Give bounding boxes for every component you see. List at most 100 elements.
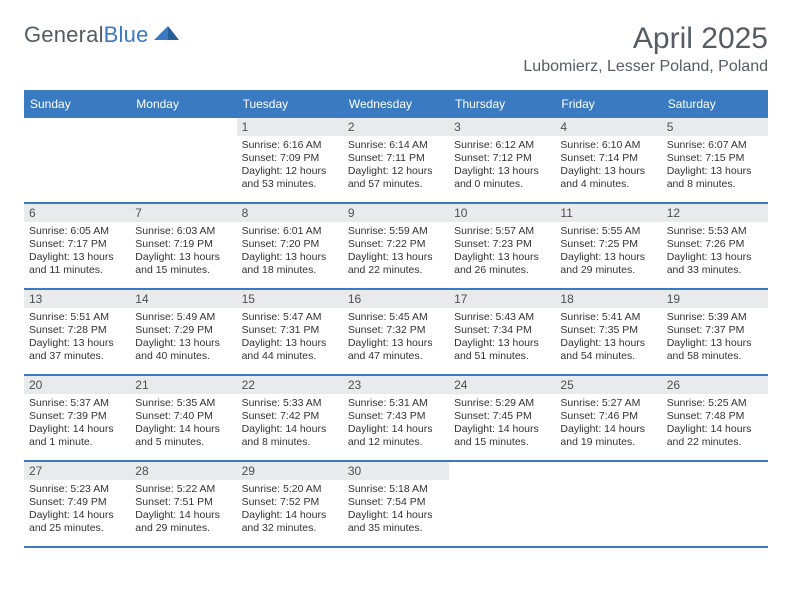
day-sunrise: Sunrise: 5:39 AM [667, 311, 763, 324]
day-day_b: and 15 minutes. [135, 264, 231, 277]
title-block: April 2025 Lubomierz, Lesser Poland, Pol… [523, 22, 768, 76]
day-day_b: and 32 minutes. [242, 522, 338, 535]
day-day_b: and 12 minutes. [348, 436, 444, 449]
day-day_b: and 44 minutes. [242, 350, 338, 363]
logo-text: GeneralBlue [24, 22, 149, 48]
day-cell [24, 118, 130, 202]
day-sunset: Sunset: 7:12 PM [454, 152, 550, 165]
day-day_b: and 35 minutes. [348, 522, 444, 535]
day-cell [130, 118, 236, 202]
day-day_a: Daylight: 14 hours [242, 509, 338, 522]
day-sunset: Sunset: 7:23 PM [454, 238, 550, 251]
month-title: April 2025 [523, 22, 768, 56]
day-day_a: Daylight: 13 hours [454, 337, 550, 350]
day-cell: 16Sunrise: 5:45 AMSunset: 7:32 PMDayligh… [343, 290, 449, 374]
day-sunset: Sunset: 7:28 PM [29, 324, 125, 337]
day-day_a: Daylight: 13 hours [454, 165, 550, 178]
day-sunrise: Sunrise: 5:47 AM [242, 311, 338, 324]
weeks-container: 1Sunrise: 6:16 AMSunset: 7:09 PMDaylight… [24, 116, 768, 546]
calendar: SundayMondayTuesdayWednesdayThursdayFrid… [24, 90, 768, 548]
day-day_a: Daylight: 13 hours [348, 251, 444, 264]
day-number: 5 [662, 118, 768, 136]
day-number: 1 [237, 118, 343, 136]
dow-row: SundayMondayTuesdayWednesdayThursdayFrid… [24, 92, 768, 116]
day-cell: 2Sunrise: 6:14 AMSunset: 7:11 PMDaylight… [343, 118, 449, 202]
day-cell: 5Sunrise: 6:07 AMSunset: 7:15 PMDaylight… [662, 118, 768, 202]
day-day_a: Daylight: 13 hours [29, 251, 125, 264]
day-day_b: and 54 minutes. [560, 350, 656, 363]
day-cell: 10 Sunrise: 5:57 AMSunset: 7:23 PMDayligh… [449, 204, 555, 288]
day-sunrise: Sunrise: 5:25 AM [667, 397, 763, 410]
day-sunrise: Sunrise: 5:57 AM [454, 225, 550, 238]
day-cell: 20Sunrise: 5:37 AMSunset: 7:39 PMDayligh… [24, 376, 130, 460]
day-day_b: and 18 minutes. [242, 264, 338, 277]
day-day_a: Daylight: 13 hours [348, 337, 444, 350]
day-number: 23 [343, 376, 449, 394]
day-sunrise: Sunrise: 6:14 AM [348, 139, 444, 152]
logo: GeneralBlue [24, 22, 180, 48]
day-number: 30 [343, 462, 449, 480]
day-cell: 15Sunrise: 5:47 AMSunset: 7:31 PMDayligh… [237, 290, 343, 374]
week-row: 1Sunrise: 6:16 AMSunset: 7:09 PMDaylight… [24, 116, 768, 202]
day-sunset: Sunset: 7:45 PM [454, 410, 550, 423]
day-sunset: Sunset: 7:19 PM [135, 238, 231, 251]
day-sunrise: Sunrise: 6:03 AM [135, 225, 231, 238]
day-cell: 18Sunrise: 5:41 AMSunset: 7:35 PMDayligh… [555, 290, 661, 374]
day-sunrise: Sunrise: 5:31 AM [348, 397, 444, 410]
day-sunset: Sunset: 7:52 PM [242, 496, 338, 509]
logo-word2: Blue [104, 22, 149, 47]
dow-label: Sunday [24, 92, 130, 116]
day-sunrise: Sunrise: 5:45 AM [348, 311, 444, 324]
day-sunset: Sunset: 7:11 PM [348, 152, 444, 165]
dow-label: Monday [130, 92, 236, 116]
day-cell: 14Sunrise: 5:49 AMSunset: 7:29 PMDayligh… [130, 290, 236, 374]
day-number: 10 [449, 204, 555, 222]
day-sunrise: Sunrise: 5:55 AM [560, 225, 656, 238]
day-sunset: Sunset: 7:34 PM [454, 324, 550, 337]
day-cell: 29Sunrise: 5:20 AMSunset: 7:52 PMDayligh… [237, 462, 343, 546]
day-day_a: Daylight: 12 hours [242, 165, 338, 178]
day-sunset: Sunset: 7:09 PM [242, 152, 338, 165]
day-sunset: Sunset: 7:37 PM [667, 324, 763, 337]
day-sunrise: Sunrise: 6:01 AM [242, 225, 338, 238]
calendar-footer-line [24, 546, 768, 548]
day-number: 18 [555, 290, 661, 308]
day-day_a: Daylight: 14 hours [454, 423, 550, 436]
day-day_a: Daylight: 13 hours [667, 337, 763, 350]
day-number: 20 [24, 376, 130, 394]
day-day_a: Daylight: 13 hours [560, 165, 656, 178]
day-sunset: Sunset: 7:32 PM [348, 324, 444, 337]
day-sunset: Sunset: 7:43 PM [348, 410, 444, 423]
day-day_b: and 58 minutes. [667, 350, 763, 363]
day-cell: 23Sunrise: 5:31 AMSunset: 7:43 PMDayligh… [343, 376, 449, 460]
day-cell: 27Sunrise: 5:23 AMSunset: 7:49 PMDayligh… [24, 462, 130, 546]
day-number: 21 [130, 376, 236, 394]
logo-mark-icon [154, 24, 180, 47]
day-sunset: Sunset: 7:22 PM [348, 238, 444, 251]
day-cell: 1Sunrise: 6:16 AMSunset: 7:09 PMDaylight… [237, 118, 343, 202]
dow-label: Saturday [662, 92, 768, 116]
day-cell [662, 462, 768, 546]
day-day_a: Daylight: 13 hours [29, 337, 125, 350]
day-day_a: Daylight: 13 hours [242, 251, 338, 264]
day-day_a: Daylight: 13 hours [135, 337, 231, 350]
day-day_a: Daylight: 14 hours [29, 509, 125, 522]
day-sunrise: Sunrise: 5:29 AM [454, 397, 550, 410]
day-day_a: Daylight: 13 hours [242, 337, 338, 350]
day-day_a: Daylight: 14 hours [667, 423, 763, 436]
day-cell [449, 462, 555, 546]
day-cell: 12Sunrise: 5:53 AMSunset: 7:26 PMDayligh… [662, 204, 768, 288]
day-number: 26 [662, 376, 768, 394]
day-day_b: and 53 minutes. [242, 178, 338, 191]
day-number: 19 [662, 290, 768, 308]
day-sunrise: Sunrise: 5:41 AM [560, 311, 656, 324]
week-row: 27Sunrise: 5:23 AMSunset: 7:49 PMDayligh… [24, 460, 768, 546]
day-day_a: Daylight: 13 hours [454, 251, 550, 264]
day-number: 4 [555, 118, 661, 136]
day-number: 7 [130, 204, 236, 222]
day-sunset: Sunset: 7:25 PM [560, 238, 656, 251]
day-cell: 30Sunrise: 5:18 AMSunset: 7:54 PMDayligh… [343, 462, 449, 546]
day-day_b: and 19 minutes. [560, 436, 656, 449]
day-day_a: Daylight: 13 hours [560, 251, 656, 264]
day-day_b: and 4 minutes. [560, 178, 656, 191]
